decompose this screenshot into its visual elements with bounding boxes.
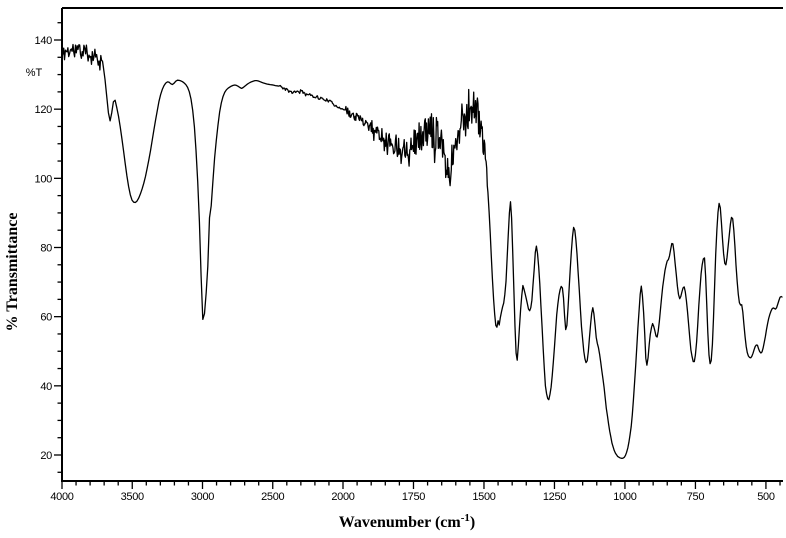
- x-tick-label: 3500: [121, 491, 144, 503]
- y-axis-title: % Transmittance: [4, 213, 21, 332]
- y-tick-label: 140: [35, 35, 53, 47]
- x-tick-label: 1250: [543, 491, 566, 503]
- x-tick-label: 2000: [331, 491, 354, 503]
- x-tick-label: 4000: [50, 491, 73, 503]
- y-tick-label: 40: [40, 381, 52, 393]
- axis-ticks: [54, 22, 781, 489]
- y-tick-label: 100: [35, 173, 53, 185]
- y-tick-label: 120: [35, 104, 53, 116]
- x-tick-label: 1750: [402, 491, 425, 503]
- y-tick-label: 20: [40, 450, 52, 462]
- x-tick-label: 750: [687, 491, 705, 503]
- x-tick-label: 2500: [261, 491, 284, 503]
- x-tick-label: 1500: [472, 491, 495, 503]
- y-tick-label: 60: [40, 312, 52, 324]
- y-tick-label: 80: [40, 242, 52, 254]
- x-axis-title-superscript: -1: [461, 512, 470, 524]
- x-axis-title-close: ): [470, 514, 475, 531]
- x-tick-label: 500: [757, 491, 775, 503]
- axis-tick-labels: 4000 3500 3000 2500 2000 1750 1500 1250 1000 750 5…: [35, 35, 776, 503]
- y-unit-label: %T: [26, 67, 43, 79]
- x-axis-title: Wavenumber (cm-1): [339, 512, 475, 531]
- x-tick-label: 1000: [613, 491, 636, 503]
- x-axis-title-main: Wavenumber (cm: [339, 514, 462, 531]
- x-tick-label: 3000: [191, 491, 214, 503]
- spectrum-curve: [61, 43, 783, 460]
